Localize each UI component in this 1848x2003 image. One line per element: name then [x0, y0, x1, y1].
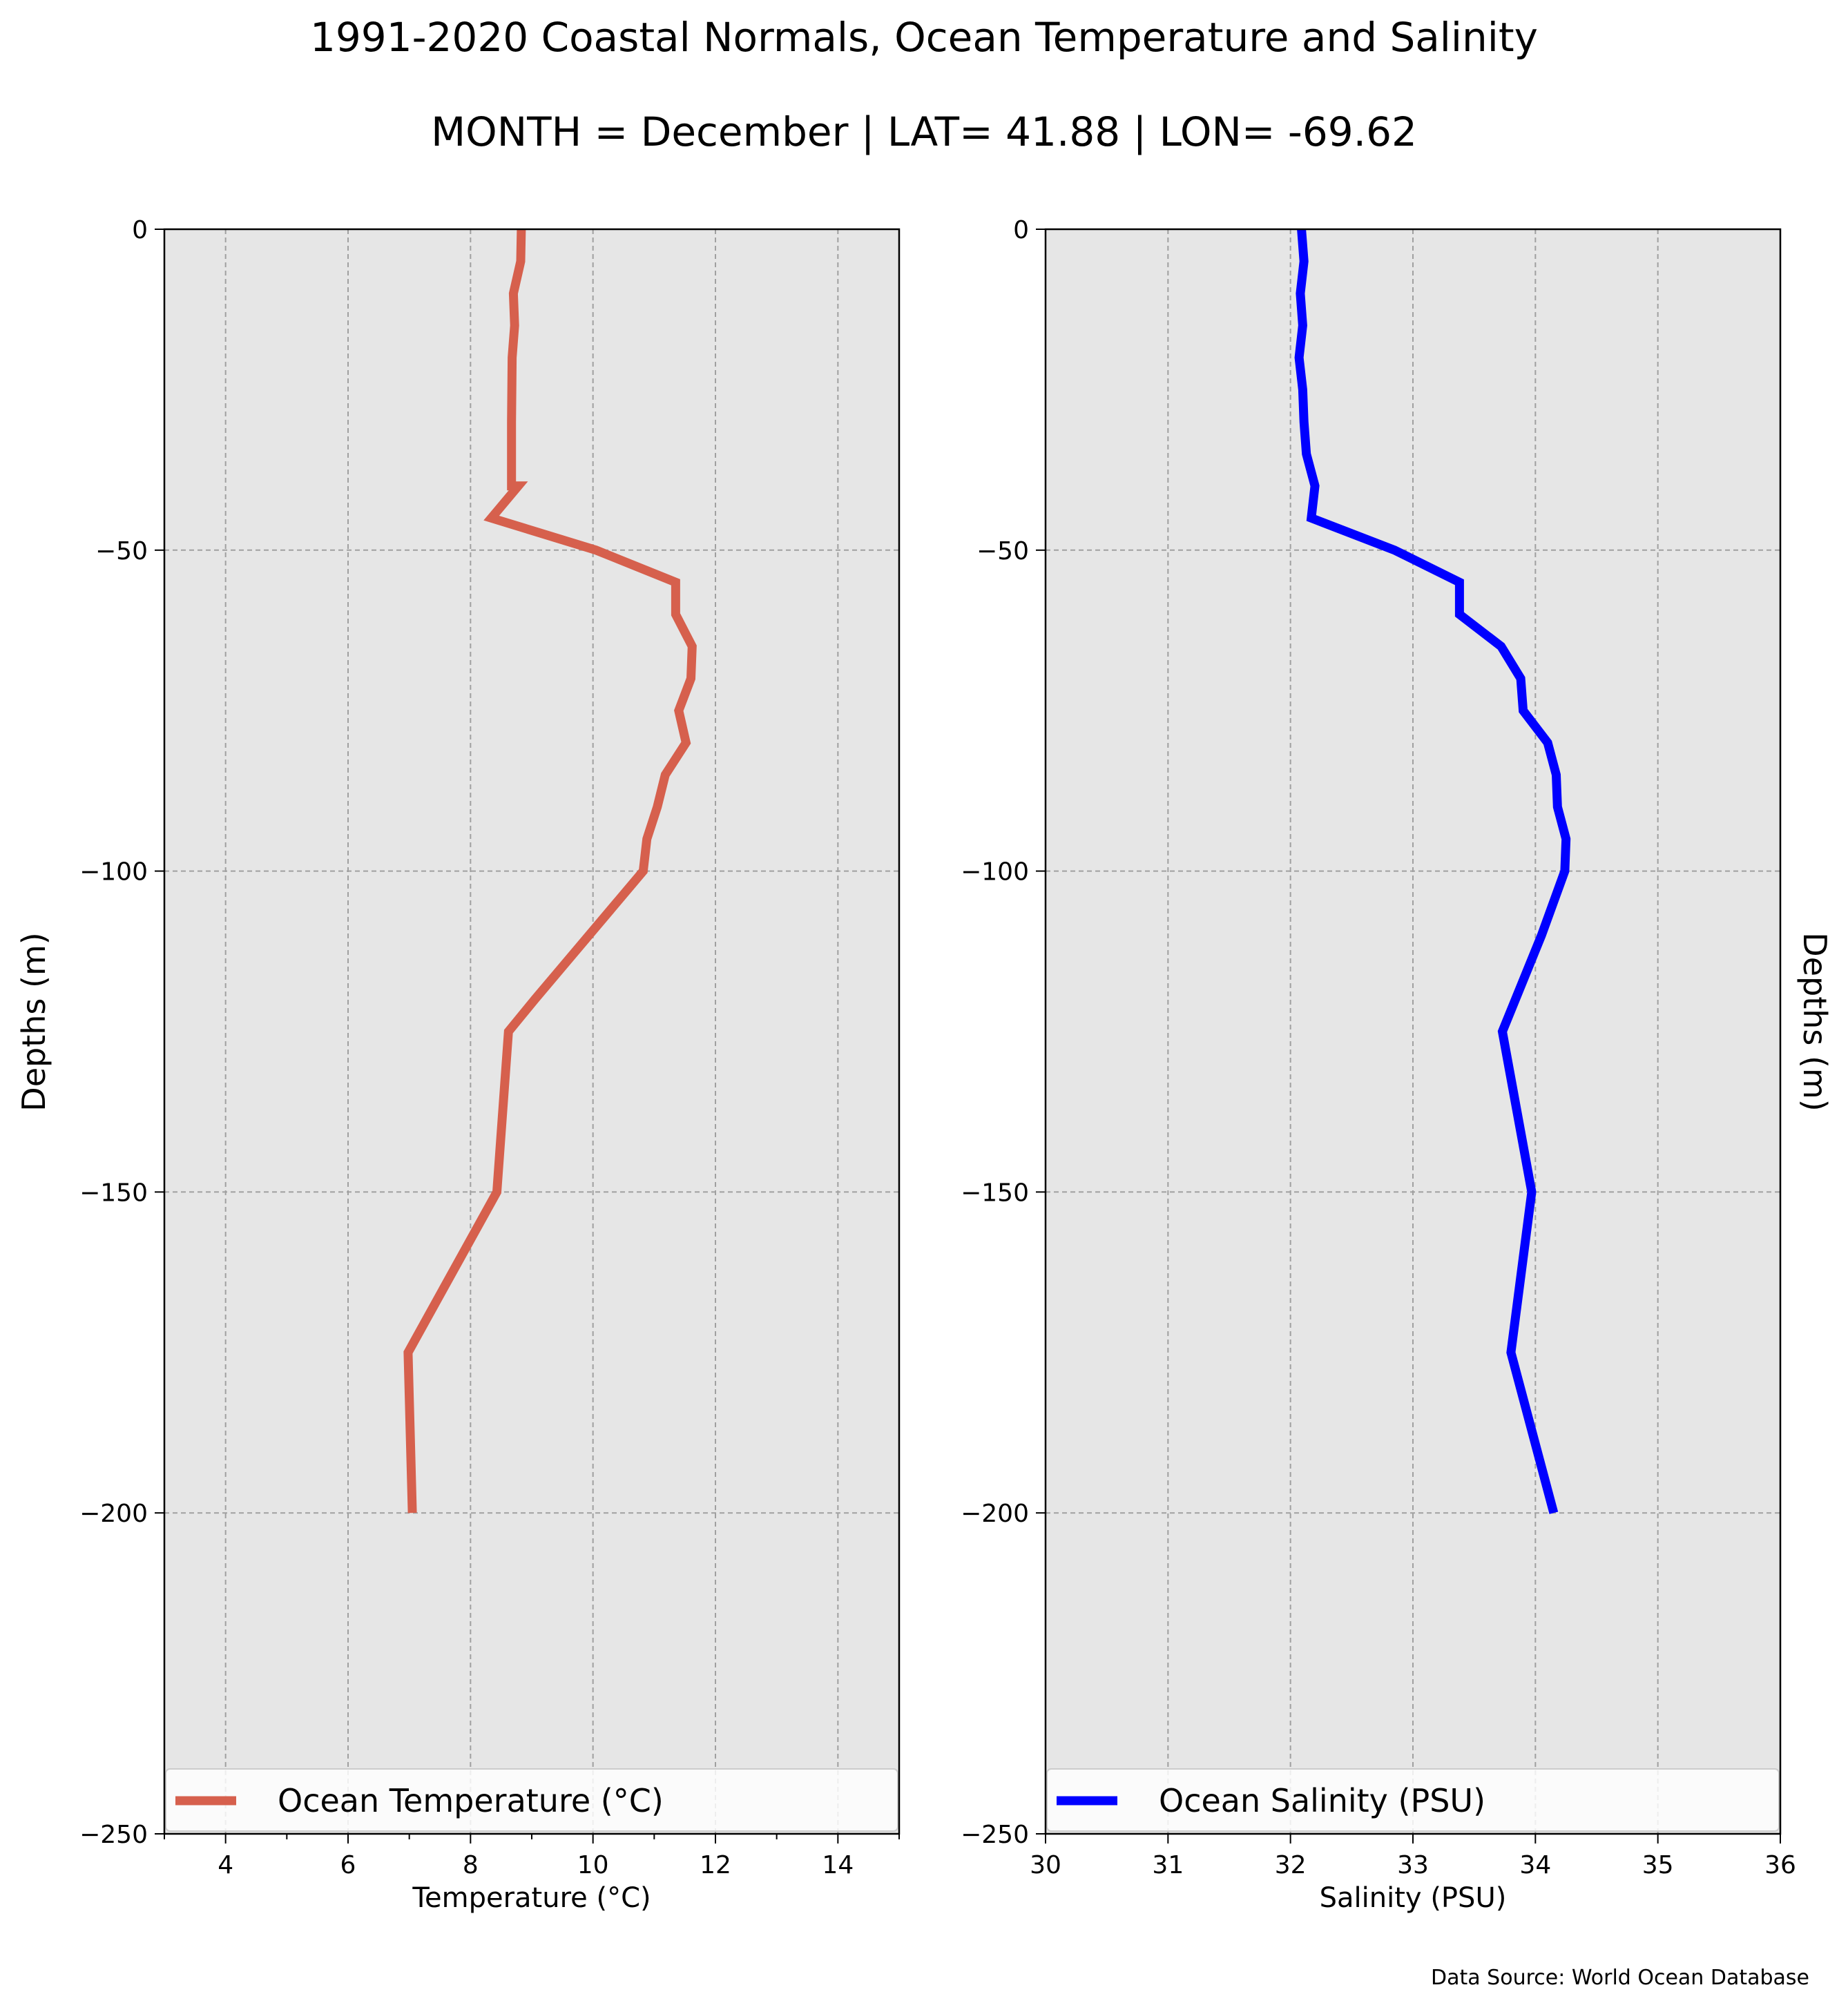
salinity-profile-line [1294, 229, 1571, 1514]
salinity-y-tick-label: −50 [976, 537, 1029, 565]
temperature-x-tick-label: 14 [822, 1851, 854, 1879]
salinity-x-axis-label: Salinity (PSU) [1320, 1882, 1507, 1914]
salinity-y-tick-label: −200 [961, 1500, 1029, 1528]
salinity-x-tick-label: 31 [1152, 1851, 1184, 1879]
salinity-legend-label: Ocean Salinity (PSU) [1159, 1782, 1485, 1819]
temperature-axes-frame [163, 228, 901, 1835]
temperature-panel: 4 6 8 10 12 14 0 −50 −100 −150 −200 −250 Ocean Tempe… [79, 216, 901, 1914]
salinity-y-tick-label: −100 [961, 858, 1029, 887]
salinity-y-tick-label: −250 [961, 1821, 1029, 1849]
temperature-x-tick-label: 12 [700, 1851, 731, 1879]
left-y-axis-label: Depths (m) [15, 932, 52, 1111]
salinity-x-tick-label: 34 [1519, 1851, 1551, 1879]
salinity-y-tick-label: −150 [961, 1179, 1029, 1207]
temperature-y-tick-label: −100 [79, 858, 148, 887]
temperature-x-tick-label: 8 [463, 1851, 479, 1879]
temperature-legend [165, 1768, 898, 1832]
salinity-panel: 30 31 32 33 34 35 36 0 −50 −100 −150 −200 −250 Ocean … [961, 216, 1796, 1914]
temperature-plot-area [164, 229, 899, 1834]
figure-subtitle: MONTH = December | LAT= 41.88 | LON= -69… [431, 108, 1417, 155]
salinity-x-tick-label: 33 [1397, 1851, 1429, 1879]
salinity-axes-frame [1044, 228, 1782, 1835]
temperature-profile-line [403, 229, 697, 1513]
salinity-x-tick-label: 35 [1642, 1851, 1674, 1879]
temperature-y-tick-label: −200 [79, 1500, 148, 1528]
salinity-x-tick-label: 36 [1764, 1851, 1796, 1879]
salinity-x-tick-label: 32 [1275, 1851, 1307, 1879]
temperature-y-tick-label: −250 [79, 1821, 148, 1849]
data-source-note: Data Source: World Ocean Database [1431, 1966, 1809, 1990]
temperature-x-axis-label: Temperature (°C) [412, 1882, 651, 1914]
right-y-axis-label: Depths (m) [1796, 932, 1833, 1111]
temperature-y-tick-label: −50 [95, 537, 148, 565]
temperature-legend-label: Ocean Temperature (°C) [278, 1782, 664, 1819]
temperature-x-tick-label: 4 [218, 1851, 233, 1879]
temperature-y-tick-label: 0 [132, 216, 148, 244]
temperature-x-tick-label: 6 [340, 1851, 356, 1879]
temperature-x-tick-label: 10 [577, 1851, 609, 1879]
salinity-legend [1046, 1768, 1780, 1832]
temperature-y-tick-label: −150 [79, 1179, 148, 1207]
figure-title: 1991-2020 Coastal Normals, Ocean Tempera… [310, 14, 1538, 61]
salinity-y-tick-label: 0 [1013, 216, 1029, 244]
salinity-x-tick-label: 30 [1030, 1851, 1061, 1879]
